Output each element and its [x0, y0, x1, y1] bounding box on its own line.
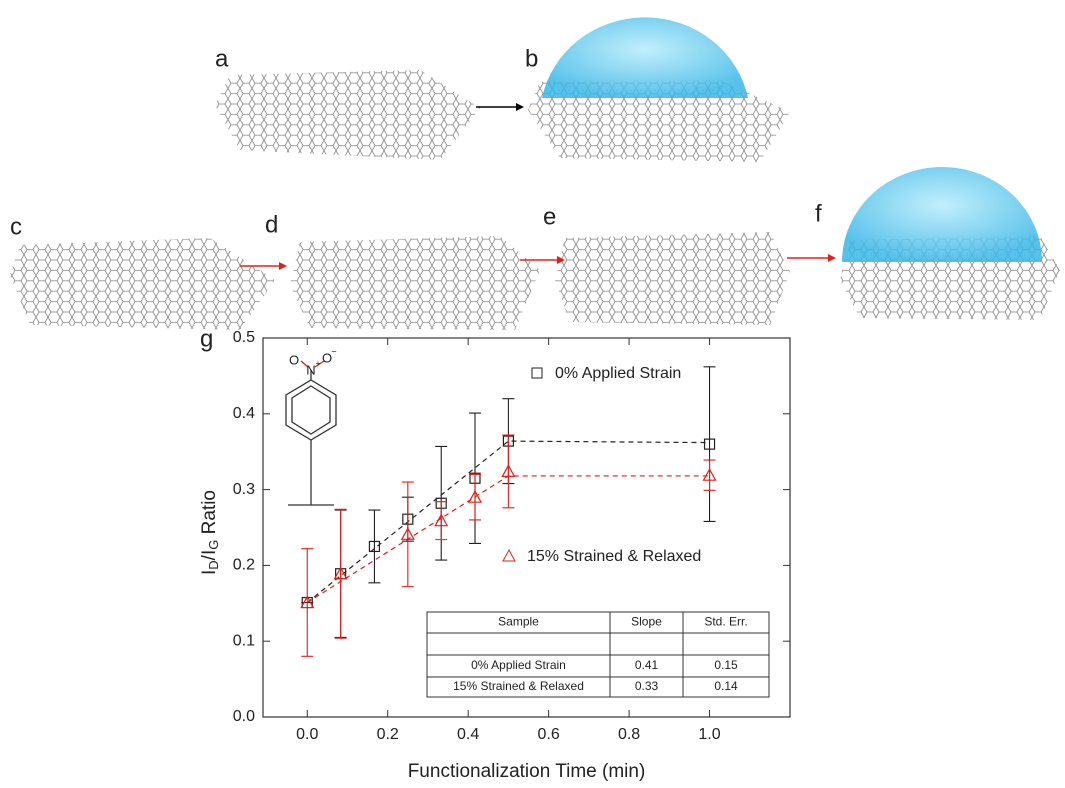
y-label-part: I [199, 570, 220, 575]
y-label-part: /I [199, 550, 220, 561]
panel-label: e [543, 203, 556, 230]
legend-marker [502, 548, 516, 562]
table-cell: Slope [631, 615, 662, 629]
panel-label: f [815, 200, 822, 227]
y-label-part: D [206, 560, 221, 569]
panel-label: b [525, 45, 538, 72]
marker [300, 595, 315, 609]
marker [400, 527, 415, 540]
error-bar [368, 509, 381, 584]
y-label-part: G [206, 540, 221, 550]
y-axis-label: ID/IG Ratio [199, 490, 221, 575]
marker [333, 566, 348, 580]
panel-label: a [215, 45, 229, 72]
panel-label: c [10, 213, 22, 240]
table-cell: 15% Strained & Relaxed [453, 679, 584, 693]
marker [703, 438, 716, 450]
legend-marker [531, 367, 543, 379]
illustrations [10, 17, 1060, 506]
legend-label: 15% Strained & Relaxed [527, 548, 701, 565]
error-bar [469, 473, 482, 521]
y-tick-label: 0.5 [233, 329, 255, 346]
x-tick-label: 0.4 [457, 726, 479, 743]
atom-label: + [316, 359, 321, 368]
marker [368, 540, 381, 553]
plot-frame [262, 337, 791, 718]
marker [501, 464, 516, 478]
y-tick-label: 0.0 [233, 708, 255, 725]
error-bar [703, 366, 716, 522]
legend-label: 0% Applied Strain [555, 365, 681, 382]
table-cell: 0.14 [714, 679, 738, 693]
table-cell: 0.41 [635, 658, 659, 672]
panel-label: d [265, 211, 278, 238]
x-tick-label: 0.8 [618, 726, 640, 743]
error-bar [502, 434, 515, 509]
x-tick-label: 0.2 [377, 726, 399, 743]
table-cell: Std. Err. [704, 615, 747, 629]
panel-label: g [200, 325, 213, 352]
x-tick-label: 1.0 [698, 726, 720, 743]
table-cell: Sample [498, 615, 539, 629]
error-bar [401, 481, 414, 588]
x-tick-label: 0.6 [538, 726, 560, 743]
atom-label: O [289, 352, 299, 367]
table-cell: 0.15 [714, 658, 738, 672]
error-bar [301, 548, 314, 657]
error-bar [703, 459, 716, 491]
y-tick-label: 0.3 [233, 481, 255, 498]
y-label-part: Ratio [199, 490, 220, 540]
table-cell: 0.33 [635, 679, 659, 693]
x-tick-label: 0.0 [296, 726, 318, 743]
marker [467, 489, 483, 503]
x-axis-label: Functionalization Time (min) [408, 761, 646, 782]
y-tick-label: 0.4 [233, 405, 255, 422]
marker [702, 467, 717, 481]
atom-label: − [331, 346, 336, 356]
error-bar [435, 501, 448, 541]
y-tick-label: 0.2 [233, 557, 255, 574]
y-tick-label: 0.1 [233, 632, 255, 649]
marker [434, 513, 449, 527]
atom-label: N [306, 362, 315, 377]
error-bar [334, 508, 347, 639]
table-cell: 0% Applied Strain [471, 658, 566, 672]
atom-label: O [322, 350, 332, 365]
